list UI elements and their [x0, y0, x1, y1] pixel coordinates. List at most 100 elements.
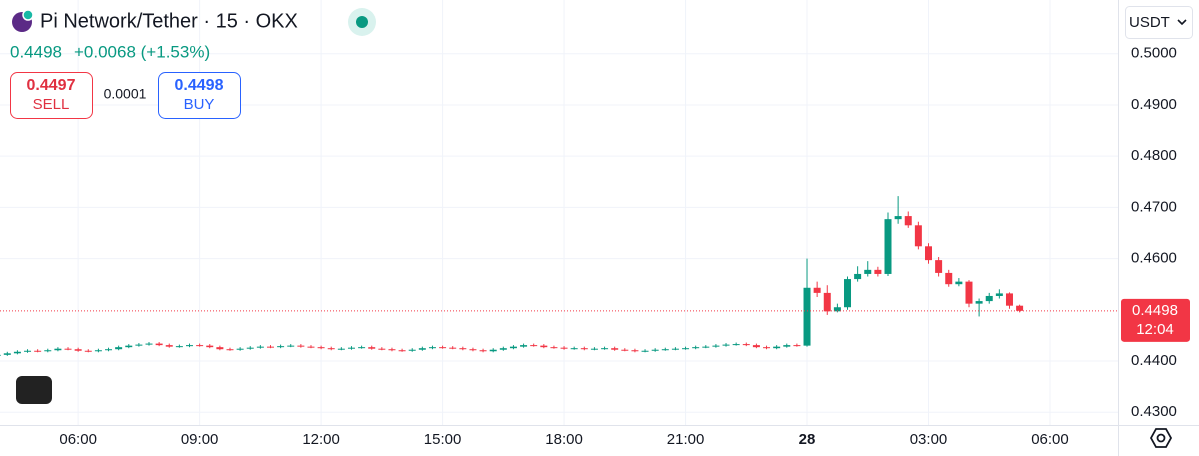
- redaction: [16, 376, 52, 404]
- candle-body: [256, 346, 264, 348]
- candle-body: [864, 269, 872, 274]
- candle-body: [783, 345, 791, 347]
- candle-body: [408, 349, 416, 351]
- candle-body: [388, 349, 396, 351]
- currency-caret: [1177, 19, 1187, 26]
- candle-body: [985, 295, 993, 302]
- candle-body: [1005, 293, 1013, 306]
- candle-body: [327, 348, 335, 350]
- candle-body: [631, 350, 639, 352]
- candle-body: [722, 344, 730, 346]
- x-tick-label: 06:00: [59, 431, 97, 448]
- candle-body: [641, 350, 649, 352]
- candle-body: [469, 349, 477, 351]
- candle-body: [236, 348, 244, 350]
- y-tick-label: 0.4300: [1131, 403, 1177, 420]
- candle-body: [692, 347, 700, 349]
- candle-body: [3, 353, 11, 355]
- candle-body: [570, 348, 578, 350]
- candle-body: [884, 219, 892, 274]
- symbol-icon-badge: [22, 9, 34, 21]
- candle-body: [287, 345, 295, 347]
- settings-button[interactable]: [1149, 428, 1173, 448]
- candle-body: [459, 348, 467, 350]
- candle-body: [449, 347, 457, 349]
- candle-body: [398, 350, 406, 352]
- buy-button[interactable]: [158, 72, 241, 119]
- sell-label: SELL: [33, 96, 70, 113]
- candle-body: [813, 287, 821, 293]
- buy-price: 0.4498: [175, 77, 224, 94]
- candle-body: [489, 349, 497, 352]
- candle-body: [44, 350, 52, 352]
- candle-body: [418, 348, 426, 350]
- y-tick-label: 0.4700: [1131, 198, 1177, 215]
- candle-body: [34, 350, 42, 352]
- sell-button[interactable]: [10, 72, 93, 119]
- candle-body: [94, 350, 102, 352]
- x-tick-label: 12:00: [302, 431, 340, 448]
- candles: 0.4498 12:04: [0, 196, 1190, 356]
- candle-body: [945, 272, 953, 285]
- y-tick-label: 0.4400: [1131, 352, 1177, 369]
- price-change: +0.0068 (+1.53%): [74, 42, 210, 61]
- candle-body: [165, 345, 173, 347]
- candle-body: [206, 345, 214, 348]
- last-price: 0.4498: [10, 42, 62, 61]
- currency-button[interactable]: [1125, 6, 1193, 39]
- candle-body: [175, 346, 183, 348]
- candle-body: [297, 345, 305, 347]
- candle-body: [833, 307, 841, 312]
- y-tick-label: 0.5000: [1131, 45, 1177, 62]
- candle-body: [186, 345, 194, 347]
- x-tick-label: 18:00: [545, 431, 583, 448]
- candle-body: [560, 347, 568, 349]
- candle-body: [317, 347, 325, 349]
- candle-body: [975, 301, 983, 304]
- candle-body: [368, 347, 376, 349]
- candle-body: [671, 348, 679, 350]
- price-tag: [1121, 298, 1190, 342]
- candle-body: [682, 348, 690, 350]
- candle-body: [924, 246, 932, 261]
- chart-title: Pi Network/Tether · 15 · OKX: [40, 10, 298, 32]
- buy-label: BUY: [184, 96, 215, 113]
- candle-body: [550, 347, 558, 349]
- candle-body: [661, 349, 669, 351]
- x-tick-label: 21:00: [667, 431, 705, 448]
- candle-body: [773, 346, 781, 349]
- candle-body: [935, 260, 943, 273]
- candle-body: [0, 354, 1, 356]
- candle-body: [712, 345, 720, 347]
- candle-body: [995, 293, 1003, 296]
- candle-body: [266, 346, 274, 348]
- candle-body: [216, 347, 224, 350]
- candle-body: [115, 347, 123, 350]
- candle-body: [803, 287, 811, 346]
- candle-body: [742, 344, 750, 346]
- y-tick-label: 0.4900: [1131, 96, 1177, 113]
- candle-body: [904, 216, 912, 226]
- candle-body: [894, 216, 902, 220]
- candle-body: [914, 225, 922, 247]
- candle-body: [135, 344, 143, 346]
- candle-body: [196, 345, 204, 347]
- candle-body: [74, 349, 82, 351]
- candle-body: [854, 273, 862, 280]
- candle-body: [277, 346, 285, 348]
- candle-body: [155, 343, 163, 346]
- candle-body: [732, 344, 740, 346]
- candle-body: [590, 348, 598, 350]
- x-tick-label: 15:00: [424, 431, 462, 448]
- candle-body: [823, 292, 831, 312]
- candle-body: [1016, 305, 1024, 311]
- candle-body: [844, 279, 852, 308]
- x-tick-label: 28: [799, 431, 816, 448]
- sell-price: 0.4497: [27, 77, 76, 94]
- candle-body: [439, 347, 447, 349]
- price-tag-value: 0.4498: [1132, 302, 1178, 319]
- candle-body: [601, 348, 609, 350]
- x-tick-label: 03:00: [910, 431, 948, 448]
- candle-body: [24, 350, 32, 352]
